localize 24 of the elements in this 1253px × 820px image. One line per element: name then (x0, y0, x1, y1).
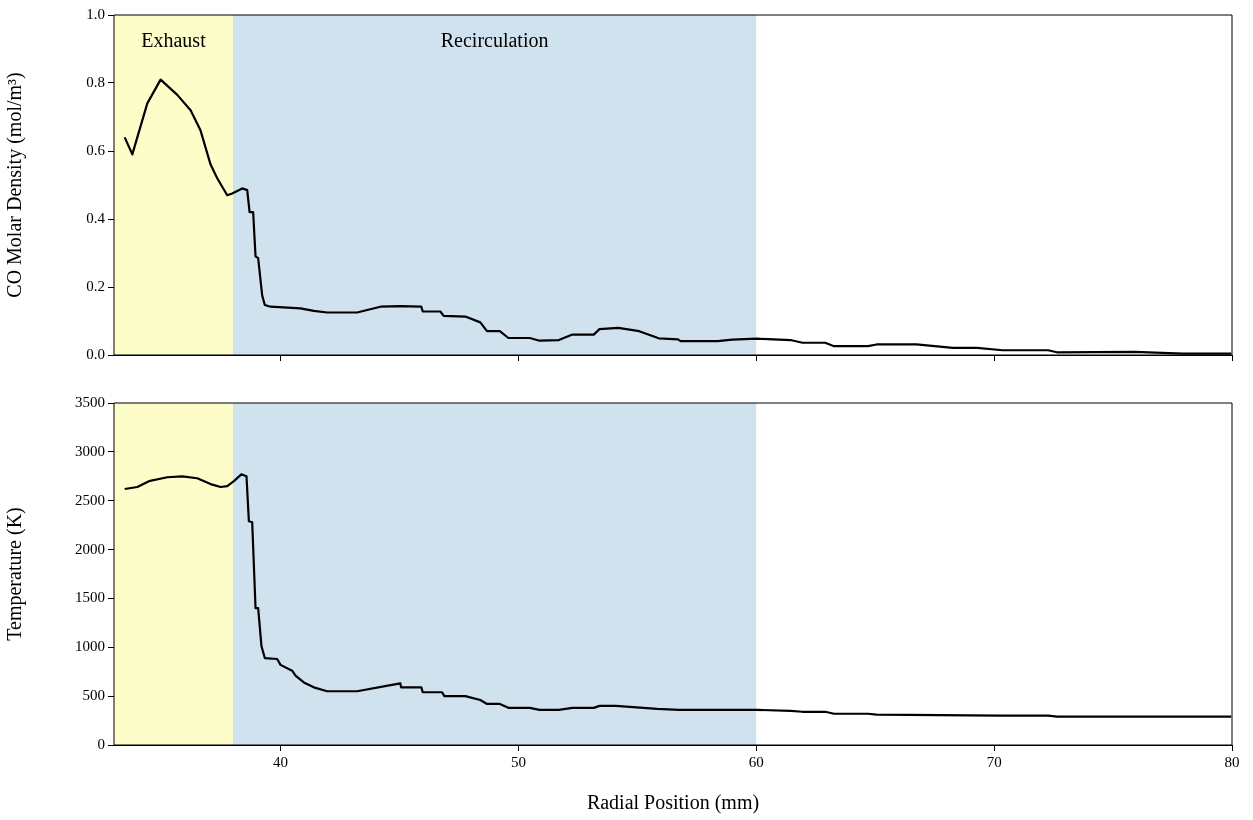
x-tick-label: 70 (986, 753, 1002, 770)
y-tick-label: 0 (97, 735, 105, 752)
y-tick-label: 0.2 (86, 277, 105, 294)
band-label: Exhaust (141, 29, 207, 52)
y-tick-label: 2500 (75, 491, 105, 508)
y-axis-title: CO Molar Density (mol/m³) (3, 72, 27, 298)
x-tick-label: 40 (273, 753, 289, 770)
x-axis-title: Radial Position (mm) (586, 791, 760, 815)
y-tick-label: 1.0 (86, 5, 105, 22)
y-tick-label: 500 (82, 687, 105, 704)
band-label: Recirculation (440, 29, 549, 52)
x-tick-label: 60 (748, 753, 764, 770)
y-tick-label: 3000 (75, 442, 105, 459)
y-tick-label: 2000 (75, 540, 105, 557)
y-tick-label: 1500 (75, 589, 105, 606)
y-axis-title: Temperature (K) (3, 507, 27, 641)
y-tick-label: 0.8 (86, 73, 105, 90)
x-tick-label: 50 (510, 753, 526, 770)
y-tick-label: 3500 (75, 393, 105, 410)
y-tick-label: 0.6 (86, 141, 106, 158)
y-tick-label: 1000 (75, 638, 105, 655)
y-tick-label: 0.4 (86, 209, 106, 226)
x-tick-label: 80 (1224, 753, 1240, 770)
y-tick-label: 0.0 (86, 345, 105, 362)
